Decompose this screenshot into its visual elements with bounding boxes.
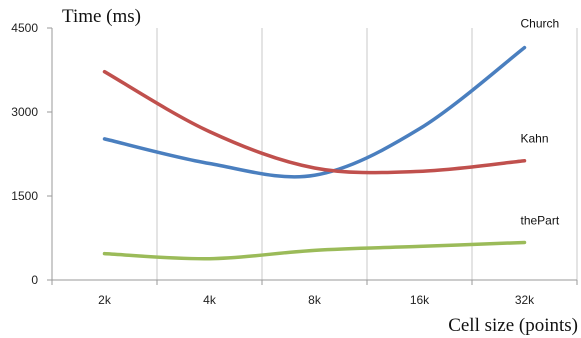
y-tick-labels: 0 1500 3000 4500 bbox=[11, 21, 38, 287]
x-tick-label-16k: 16k bbox=[410, 293, 430, 307]
series-label-kahn: Kahn bbox=[521, 132, 549, 146]
x-axis-title: Cell size (points) bbox=[448, 315, 578, 336]
y-tick-label-1500: 1500 bbox=[11, 189, 38, 203]
series-line-church bbox=[102, 45, 527, 179]
series-label-thepart: thePart bbox=[521, 213, 560, 227]
series-line-kahn bbox=[102, 69, 527, 175]
y-tick-label-0: 0 bbox=[31, 273, 38, 287]
grid-lines bbox=[156, 28, 578, 280]
series-line-thepart bbox=[102, 240, 527, 261]
x-tick-labels: 2k 4k 8k 16k 32k bbox=[98, 293, 535, 307]
axes bbox=[47, 27, 578, 285]
series-label-church: Church bbox=[521, 17, 560, 31]
y-axis-title: Time (ms) bbox=[62, 6, 141, 27]
x-tick-label-8k: 8k bbox=[308, 293, 322, 307]
x-tick-label-4k: 4k bbox=[203, 293, 217, 307]
series-labels: Church Kahn thePart bbox=[521, 17, 560, 228]
x-tick-label-32k: 32k bbox=[515, 293, 535, 307]
y-tick-label-4500: 4500 bbox=[11, 21, 38, 35]
y-tick-label-3000: 3000 bbox=[11, 105, 38, 119]
series-lines bbox=[102, 45, 527, 261]
x-tick-label-2k: 2k bbox=[98, 293, 112, 307]
